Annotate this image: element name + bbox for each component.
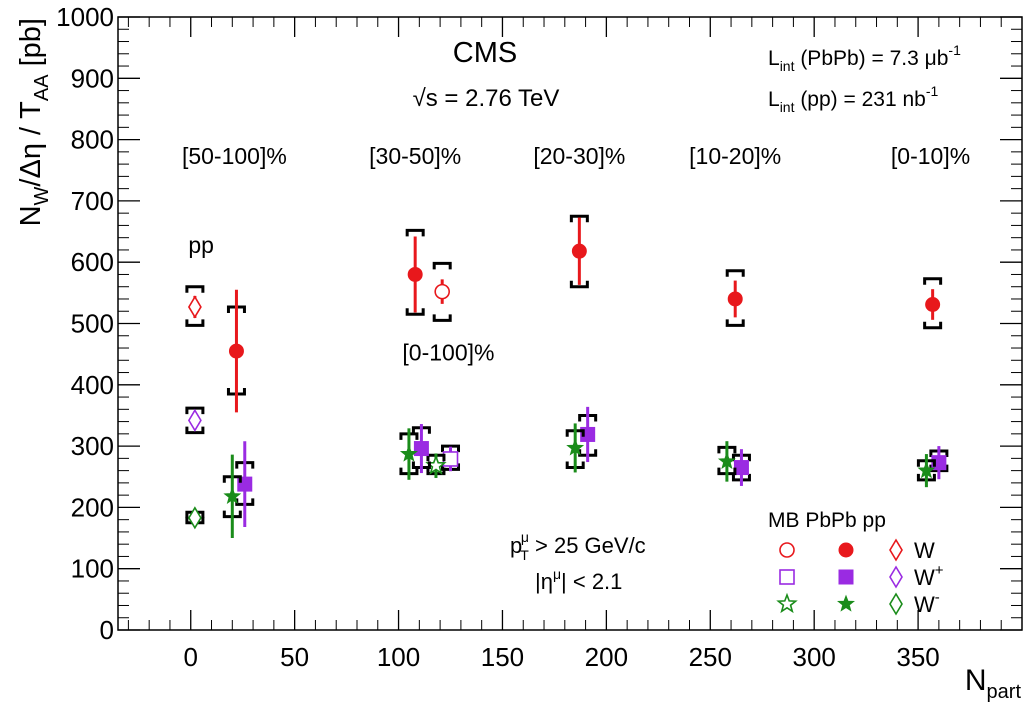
x-tick-label: 150 [481, 642, 524, 672]
y-tick-label: 600 [71, 247, 114, 277]
sys-bracket-top [923, 277, 943, 285]
data-point [399, 444, 418, 462]
legend-rows: WW+W- [776, 538, 944, 617]
y-tick-label: 100 [71, 554, 114, 584]
legend-marker [837, 594, 855, 612]
legend-label: W- [914, 589, 940, 617]
legend-marker [779, 542, 795, 558]
legend-marker [779, 569, 795, 585]
sys-bracket-bottom [923, 321, 943, 330]
eta-cut-label: |ημ| < 2.1 [535, 566, 622, 594]
y-tick-label: 1000 [56, 2, 114, 32]
legend-marker [889, 538, 903, 562]
legend-marker [838, 569, 854, 585]
sys-bracket-bottom [569, 280, 589, 289]
y-tick-label: 0 [100, 615, 114, 645]
legend-marker [889, 565, 903, 589]
centrality-label: [50-100]% [182, 143, 287, 169]
y-tick-label: 700 [71, 186, 114, 216]
y-tick-label: 300 [71, 431, 114, 461]
energy-label: √s = 2.76 TeV [413, 85, 560, 112]
data-point [187, 295, 202, 319]
data-point [407, 266, 423, 282]
legend: MB PbPb pp WW+W- [768, 509, 944, 617]
axis-ticks: 0 100 200 300 400 500 600 700 800 900 1000 0 50 100 15… [56, 2, 1022, 672]
centrality-label: [0-10]% [891, 143, 970, 169]
legend-marker [838, 542, 854, 558]
pt-cut-label: pTμ > 25 GeV/c [510, 529, 646, 563]
sys-bracket-bottom [405, 308, 425, 316]
legend-marker [889, 592, 903, 616]
sys-bracket-top [432, 261, 452, 270]
x-tick-label: 200 [585, 642, 628, 672]
legend-label: W+ [914, 562, 944, 590]
y-tick-label: 800 [71, 125, 114, 155]
data-point [187, 506, 202, 530]
y-tick-label: 200 [71, 492, 114, 522]
x-tick-label: 250 [689, 642, 732, 672]
sys-bracket-top [185, 285, 205, 293]
sys-bracket-top [569, 214, 589, 223]
centrality-label: [30-50]% [369, 143, 461, 169]
data-point [566, 438, 585, 456]
sys-bracket-bottom [185, 426, 205, 435]
y-axis-title: NW/Δη / TAA [pb] [15, 18, 53, 226]
sys-bracket-top [725, 269, 745, 277]
data-point [571, 243, 587, 259]
x-tick-label: 350 [896, 642, 939, 672]
x-tick-label: 50 [280, 642, 309, 672]
centrality-labels: [50-100]% [30-50]% [20-30]% [10-20]% [0-10]% [182, 143, 970, 169]
legend-marker [776, 592, 798, 614]
x-tick-label: 100 [377, 642, 420, 672]
legend-header: MB PbPb pp [768, 509, 886, 532]
pp-label: pp [188, 232, 214, 258]
y-tick-label: 900 [71, 63, 114, 93]
y-tick-label: 500 [71, 309, 114, 339]
lumi-pbpb-label: Lint (PbPb) = 7.3 μb-1 [768, 42, 961, 74]
legend-label: W [914, 538, 935, 563]
x-axis-title: Npart [965, 664, 1022, 703]
sys-bracket-top [185, 406, 205, 415]
experiment-label: CMS [453, 37, 517, 69]
data-point [228, 343, 244, 359]
data-point [917, 461, 936, 479]
data-point [925, 296, 941, 312]
sys-bracket-top [405, 228, 425, 237]
lumi-pp-label: Lint (pp) = 231 nb-1 [768, 83, 938, 115]
sys-bracket-bottom [725, 319, 745, 327]
data-point [187, 408, 202, 432]
sys-bracket-bottom [185, 319, 205, 327]
data-point [727, 291, 743, 307]
sys-bracket-bottom [432, 314, 452, 322]
x-tick-label: 0 [184, 642, 198, 672]
data-point [223, 487, 242, 504]
data-point [717, 451, 736, 470]
centrality-label: [10-20]% [689, 143, 781, 169]
data-marks [185, 214, 949, 539]
data-point [413, 441, 429, 457]
data-point [434, 283, 450, 300]
data-point [733, 460, 749, 476]
data-point [442, 451, 459, 467]
sys-bracket-top [441, 444, 461, 453]
x-tick-label: 300 [792, 642, 835, 672]
annotation-labels: pp [0-100]% [188, 232, 494, 365]
mb-centrality-label: [0-100]% [402, 339, 494, 365]
centrality-label: [20-30]% [533, 143, 625, 169]
y-tick-label: 400 [71, 370, 114, 400]
